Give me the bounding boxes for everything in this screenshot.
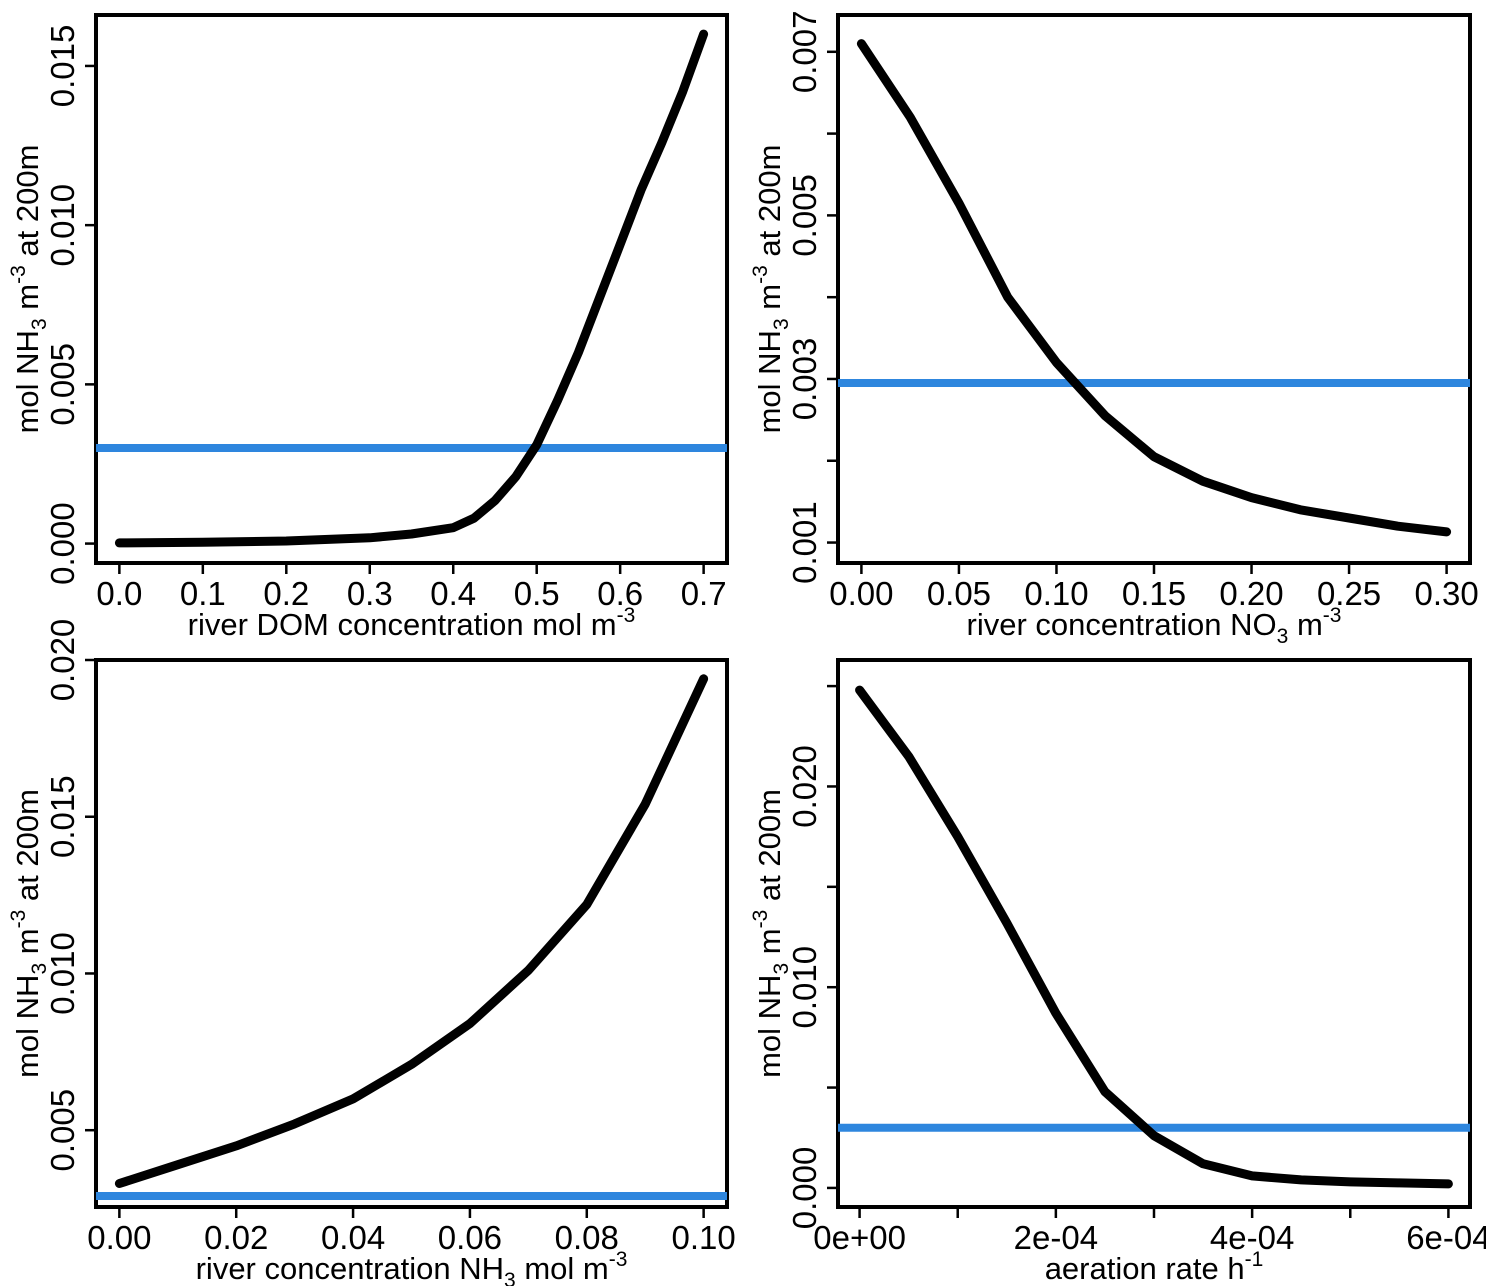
data-curve bbox=[856, 39, 1452, 537]
x-tick-label: 0.0 bbox=[96, 575, 142, 612]
x-tick-label: 0.1 bbox=[180, 575, 226, 612]
x-axis-label-sub: 3 bbox=[504, 1269, 516, 1286]
y-axis-label-text: at 200m bbox=[752, 145, 787, 266]
x-tick-label: 0.30 bbox=[1414, 575, 1478, 612]
x-tick-label: 0.02 bbox=[204, 1219, 268, 1256]
x-axis-label-sup: -3 bbox=[617, 604, 636, 627]
y-axis-label-text: m bbox=[752, 928, 787, 962]
x-axis-label-text: mol m bbox=[516, 1251, 609, 1286]
x-axis-label-sup: -3 bbox=[1323, 604, 1342, 627]
x-axis-label: river concentration NO3 m-3 bbox=[967, 604, 1342, 648]
y-axis-label-text: m bbox=[10, 928, 45, 962]
x-tick-label: 0.7 bbox=[681, 575, 727, 612]
x-tick-label: 0.25 bbox=[1317, 575, 1381, 612]
y-tick-label: 0.001 bbox=[786, 501, 823, 584]
y-axis-label-sub: 3 bbox=[770, 318, 793, 330]
x-tick-label: 0.00 bbox=[87, 1219, 151, 1256]
x-axis-label-text: river concentration NH bbox=[196, 1251, 504, 1286]
y-axis-label-text: mol NH bbox=[752, 330, 787, 433]
x-tick-label: 0.6 bbox=[597, 575, 643, 612]
x-tick-label: 2e-04 bbox=[1014, 1219, 1098, 1256]
data-curve bbox=[114, 29, 709, 548]
x-tick-label: 6e-04 bbox=[1406, 1219, 1486, 1256]
y-axis-label-sub: 3 bbox=[770, 963, 793, 975]
y-axis-label-sup: -3 bbox=[7, 265, 30, 284]
x-tick-label: 0.5 bbox=[514, 575, 560, 612]
x-axis-label-text: m bbox=[1288, 607, 1322, 642]
y-tick-label: 0.005 bbox=[44, 1089, 81, 1172]
y-axis-label-sub: 3 bbox=[28, 318, 51, 330]
y-axis-label-sub: 3 bbox=[28, 963, 51, 975]
x-tick-label: 0.15 bbox=[1122, 575, 1186, 612]
y-tick-label: 0.003 bbox=[786, 338, 823, 421]
plot-frame bbox=[836, 13, 1472, 565]
x-tick-label: 0.00 bbox=[829, 575, 893, 612]
y-axis-label-sup: -3 bbox=[7, 910, 30, 929]
x-tick-label: 0.10 bbox=[1024, 575, 1088, 612]
x-axis-label-text: river DOM concentration mol m bbox=[188, 607, 617, 642]
y-tick-label: 0.007 bbox=[786, 11, 823, 94]
y-tick-label: 0.010 bbox=[786, 946, 823, 1029]
y-tick-label: 0.020 bbox=[44, 619, 81, 702]
y-axis-label-text: mol NH bbox=[10, 975, 45, 1078]
y-axis-label-sup: -3 bbox=[749, 910, 772, 929]
x-tick-label: 0.4 bbox=[430, 575, 476, 612]
x-tick-label: 0.20 bbox=[1219, 575, 1283, 612]
y-tick-label: 0.015 bbox=[44, 775, 81, 858]
x-tick-label: 0.05 bbox=[927, 575, 991, 612]
y-axis-label-text: mol NH bbox=[10, 330, 45, 433]
y-axis-label-text: at 200m bbox=[10, 145, 45, 266]
y-tick-label: 0.000 bbox=[44, 502, 81, 585]
y-axis-label: mol NH3 m-3 at 200m bbox=[7, 789, 51, 1078]
y-tick-label: 0.005 bbox=[786, 174, 823, 257]
x-axis-label: river concentration NH3 mol m-3 bbox=[196, 1248, 628, 1286]
x-axis-label-sub: 3 bbox=[1277, 625, 1289, 648]
data-curve bbox=[114, 674, 709, 1188]
y-axis-label: mol NH3 m-3 at 200m bbox=[749, 145, 793, 434]
y-axis-label-text: m bbox=[10, 284, 45, 318]
y-tick-label: 0.000 bbox=[786, 1147, 823, 1230]
x-tick-label: 0.2 bbox=[263, 575, 309, 612]
plot-frame bbox=[94, 658, 729, 1209]
y-axis-label-text: mol NH bbox=[752, 975, 787, 1078]
y-axis-label: mol NH3 m-3 at 200m bbox=[749, 789, 793, 1078]
x-tick-label: 0.08 bbox=[555, 1219, 619, 1256]
y-tick-label: 0.020 bbox=[786, 745, 823, 828]
panel-nh3-concentration: 0.00 0.02 0.04 0.06 0.08 0.10 0.005 0.010 0.015 0… bbox=[7, 619, 736, 1286]
y-axis-label-text: at 200m bbox=[10, 789, 45, 910]
panel-dom-concentration: 0.0 0.1 0.2 0.3 0.4 0.5 0.6 0.7 0.000 0.005 0.010 0… bbox=[7, 13, 729, 642]
x-axis-label: river DOM concentration mol m-3 bbox=[188, 604, 636, 642]
x-axis-label-text: river concentration NO bbox=[967, 607, 1277, 642]
x-axis-label-sup: -1 bbox=[1245, 1248, 1264, 1271]
y-tick-label: 0.010 bbox=[44, 932, 81, 1015]
y-axis-label-sup: -3 bbox=[749, 265, 772, 284]
x-axis-label-text: aeration rate h bbox=[1045, 1251, 1245, 1286]
y-axis-label-text: at 200m bbox=[752, 789, 787, 910]
x-axis-label-sup: -3 bbox=[609, 1248, 628, 1271]
y-axis-label: mol NH3 m-3 at 200m bbox=[7, 145, 51, 434]
x-tick-label: 0.06 bbox=[438, 1219, 502, 1256]
plot-frame bbox=[94, 13, 729, 565]
x-tick-label: 4e-04 bbox=[1210, 1219, 1294, 1256]
x-tick-label: 0.3 bbox=[347, 575, 393, 612]
x-tick-label: 0e+00 bbox=[813, 1219, 906, 1256]
panel-no3-concentration: 0.00 0.05 0.10 0.15 0.20 0.25 0.30 0.001 0.003 0.… bbox=[749, 11, 1479, 648]
y-tick-label: 0.015 bbox=[44, 25, 81, 108]
x-axis-label: aeration rate h-1 bbox=[1045, 1248, 1264, 1286]
y-tick-label: 0.005 bbox=[44, 343, 81, 426]
data-curve bbox=[855, 685, 1453, 1189]
x-tick-label: 0.04 bbox=[321, 1219, 385, 1256]
y-tick-label: 0.010 bbox=[44, 184, 81, 267]
y-axis-label-text: m bbox=[752, 284, 787, 318]
panel-aeration-rate: 0e+00 2e-04 4e-04 6e-04 0.000 0.010 0.020 aerat… bbox=[749, 658, 1486, 1286]
x-tick-label: 0.10 bbox=[672, 1219, 736, 1256]
